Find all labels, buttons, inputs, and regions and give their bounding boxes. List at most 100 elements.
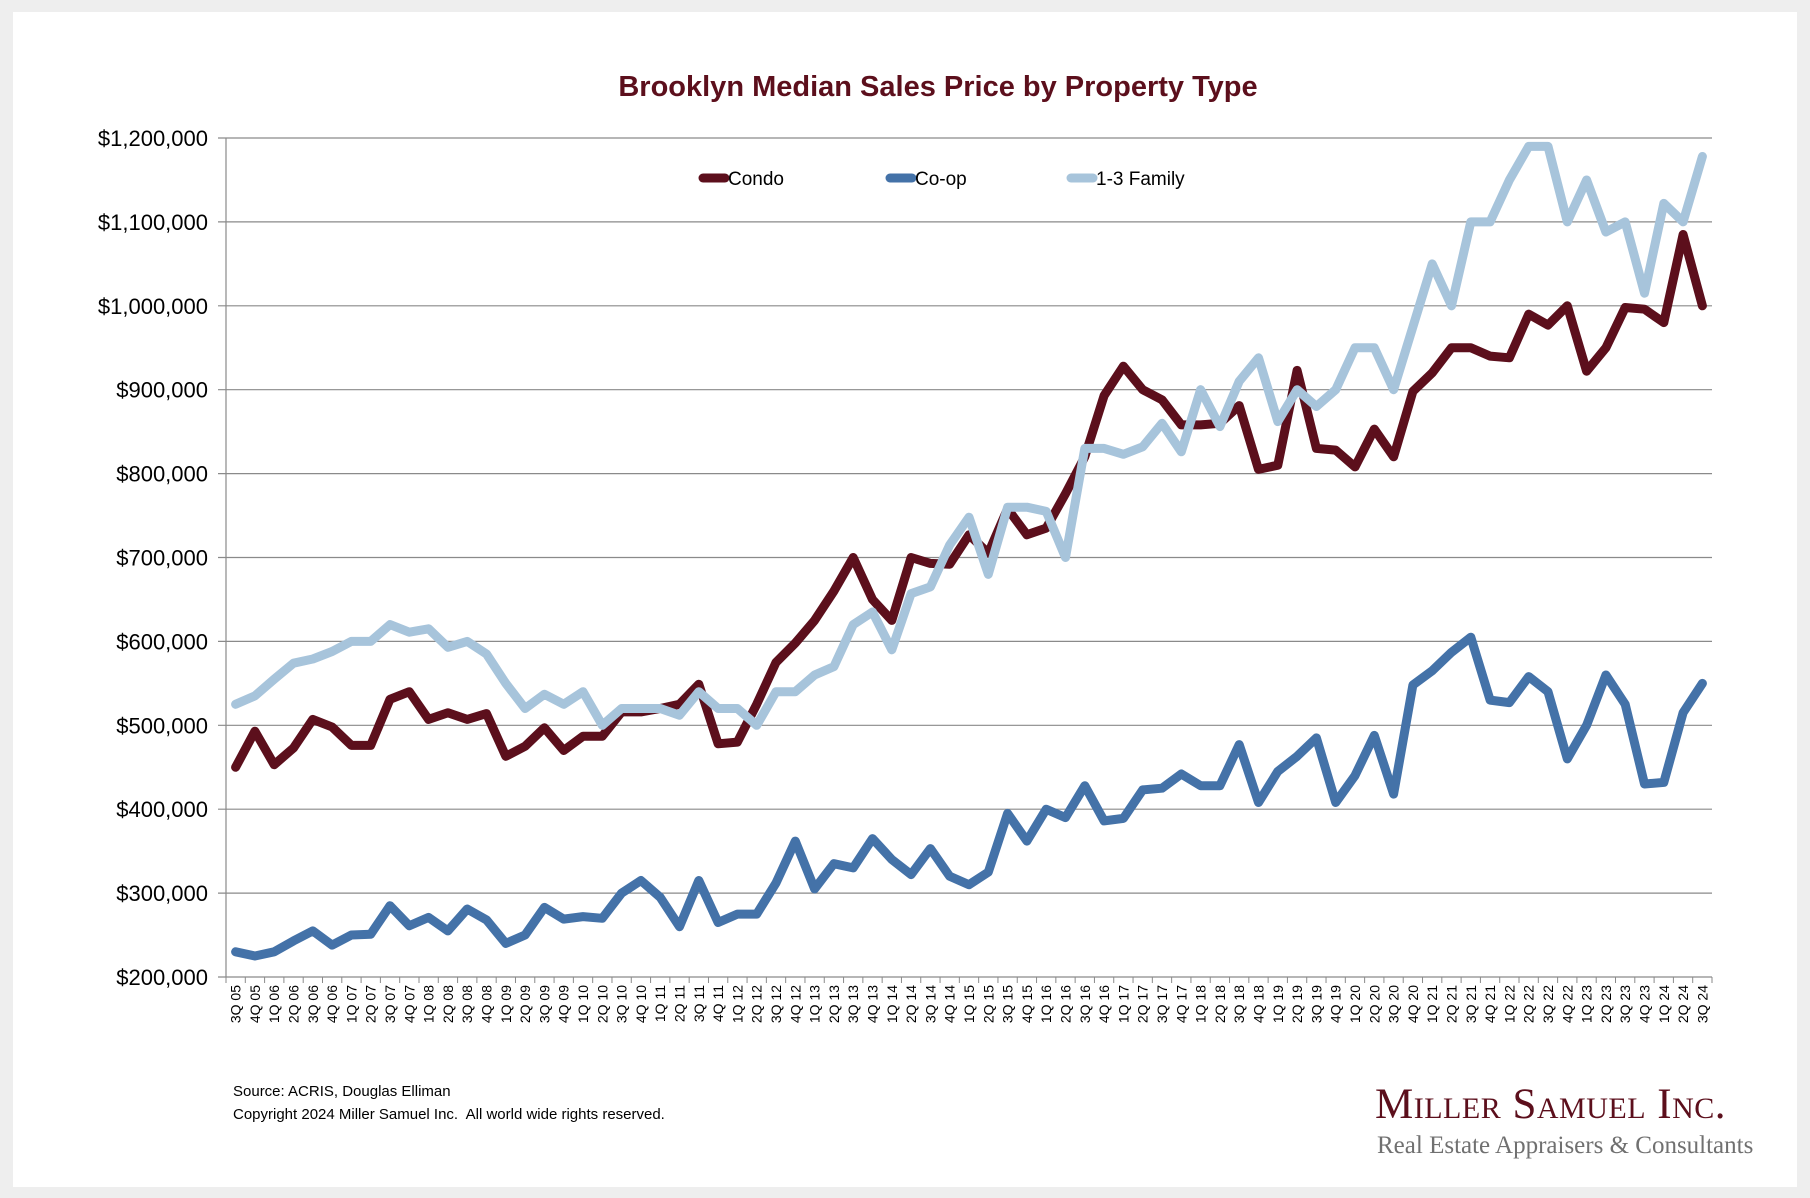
y-tick-label: $500,000 bbox=[116, 713, 208, 738]
x-tick-label: 4Q 19 bbox=[1328, 985, 1344, 1023]
y-tick-label: $1,000,000 bbox=[98, 294, 208, 319]
source-note: Source: ACRIS, Douglas Elliman bbox=[233, 1083, 451, 1100]
y-tick-label: $700,000 bbox=[116, 546, 208, 571]
x-tick-label: 4Q 21 bbox=[1482, 985, 1498, 1023]
y-tick-label: $600,000 bbox=[116, 629, 208, 654]
legend-label: Co-op bbox=[915, 169, 967, 190]
x-tick-label: 3Q 11 bbox=[691, 985, 707, 1022]
x-tick-label: 1Q 24 bbox=[1656, 985, 1672, 1023]
legend-label: 1-3 Family bbox=[1096, 169, 1185, 190]
x-tick-label: 3Q 21 bbox=[1463, 985, 1479, 1023]
x-tick-label: 1Q 22 bbox=[1501, 985, 1517, 1023]
y-tick-label: $1,200,000 bbox=[98, 126, 208, 151]
x-tick-label: 3Q 07 bbox=[382, 985, 398, 1023]
x-tick-label: 1Q 07 bbox=[343, 985, 359, 1023]
x-tick-label: 1Q 23 bbox=[1579, 985, 1595, 1023]
series-line-co-op bbox=[231, 632, 1707, 961]
x-tick-label: 1Q 11 bbox=[652, 985, 668, 1022]
x-tick-label: 4Q 10 bbox=[633, 985, 649, 1023]
chart-title: Brooklyn Median Sales Price by Property … bbox=[618, 71, 1257, 103]
x-tick-label: 3Q 24 bbox=[1694, 985, 1710, 1023]
x-tick-label: 3Q 14 bbox=[922, 985, 938, 1023]
x-tick-label: 1Q 08 bbox=[421, 985, 437, 1023]
x-tick-label: 2Q 17 bbox=[1135, 985, 1151, 1023]
x-tick-label: 2Q 21 bbox=[1443, 985, 1459, 1023]
x-tick-label: 1Q 16 bbox=[1038, 985, 1054, 1023]
x-tick-label: 1Q 09 bbox=[498, 985, 514, 1023]
y-tick-label: $400,000 bbox=[116, 797, 208, 822]
gridlines bbox=[218, 137, 1712, 978]
y-tick-label: $800,000 bbox=[116, 462, 208, 487]
x-tick-label: 1Q 21 bbox=[1424, 985, 1440, 1023]
x-tick-label: 2Q 11 bbox=[672, 985, 688, 1022]
x-tick-label: 3Q 18 bbox=[1231, 985, 1247, 1023]
series-lines bbox=[231, 141, 1707, 961]
x-tick-label: 1Q 13 bbox=[807, 985, 823, 1023]
x-tick-label: 1Q 14 bbox=[884, 985, 900, 1023]
x-tick-label: 3Q 13 bbox=[845, 985, 861, 1023]
x-tick-label: 1Q 10 bbox=[575, 985, 591, 1023]
x-tick-label: 2Q 19 bbox=[1289, 985, 1305, 1023]
x-tick-label: 2Q 15 bbox=[980, 985, 996, 1023]
y-tick-label: $200,000 bbox=[116, 965, 208, 990]
series-line-1-3-family bbox=[231, 141, 1707, 730]
x-tick-label: 2Q 12 bbox=[749, 985, 765, 1023]
x-tick-label: 4Q 09 bbox=[556, 985, 572, 1023]
x-tick-label: 4Q 15 bbox=[1019, 985, 1035, 1023]
x-tick-label: 1Q 15 bbox=[961, 985, 977, 1023]
x-tick-label: 4Q 17 bbox=[1173, 985, 1189, 1023]
y-tick-label: $900,000 bbox=[116, 378, 208, 403]
x-tick-label: 2Q 23 bbox=[1598, 985, 1614, 1023]
legend-label: Condo bbox=[728, 169, 784, 190]
x-tick-label: 2Q 14 bbox=[903, 985, 919, 1023]
x-tick-label: 1Q 12 bbox=[729, 985, 745, 1023]
chart-card: Brooklyn Median Sales Price by Property … bbox=[13, 12, 1797, 1187]
x-tick-label: 4Q 23 bbox=[1636, 985, 1652, 1023]
axes: $200,000 $300,000 $400,000 $500,000 $600,000… bbox=[98, 126, 1713, 1023]
x-tick-label: 1Q 06 bbox=[266, 985, 282, 1023]
x-tick-label: 1Q 19 bbox=[1270, 985, 1286, 1023]
x-tick-label: 1Q 18 bbox=[1193, 985, 1209, 1023]
x-tick-label: 4Q 07 bbox=[401, 985, 417, 1023]
x-tick-label: 4Q 18 bbox=[1250, 985, 1266, 1023]
x-tick-label: 4Q 20 bbox=[1405, 985, 1421, 1023]
x-tick-label: 4Q 13 bbox=[865, 985, 881, 1023]
x-tick-label: 2Q 22 bbox=[1521, 985, 1537, 1023]
y-tick-label: $300,000 bbox=[116, 881, 208, 906]
y-tick-label: $1,100,000 bbox=[98, 210, 208, 235]
x-tick-label: 2Q 24 bbox=[1675, 985, 1691, 1023]
x-tick-label: 3Q 10 bbox=[614, 985, 630, 1023]
x-tick-label: 3Q 08 bbox=[459, 985, 475, 1023]
logo-company-name: Miller Samuel Inc. bbox=[1375, 1081, 1727, 1128]
x-tick-label: 3Q 09 bbox=[536, 985, 552, 1023]
x-tick-label: 2Q 10 bbox=[594, 985, 610, 1023]
x-tick-label: 3Q 05 bbox=[228, 985, 244, 1023]
x-tick-label: 2Q 20 bbox=[1366, 985, 1382, 1023]
series-line-condo bbox=[231, 230, 1707, 772]
x-tick-label: 4Q 11 bbox=[710, 985, 726, 1022]
legend: Condo Co-op 1-3 Family bbox=[698, 169, 1185, 190]
x-tick-label: 3Q 06 bbox=[305, 985, 321, 1023]
x-tick-label: 3Q 22 bbox=[1540, 985, 1556, 1023]
x-tick-label: 3Q 16 bbox=[1077, 985, 1093, 1023]
x-tick-label: 4Q 06 bbox=[324, 985, 340, 1023]
x-tick-label: 3Q 23 bbox=[1617, 985, 1633, 1023]
x-tick-label: 3Q 12 bbox=[768, 985, 784, 1023]
x-tick-label: 1Q 20 bbox=[1347, 985, 1363, 1023]
x-tick-label: 4Q 05 bbox=[247, 985, 263, 1023]
x-tick-label: 3Q 17 bbox=[1154, 985, 1170, 1023]
x-tick-label: 4Q 22 bbox=[1559, 985, 1575, 1023]
x-tick-label: 2Q 16 bbox=[1057, 985, 1073, 1023]
x-tick-label: 2Q 07 bbox=[363, 985, 379, 1023]
x-tick-label: 2Q 09 bbox=[517, 985, 533, 1023]
logo-tagline: Real Estate Appraisers & Consultants bbox=[1377, 1132, 1754, 1159]
x-tick-label: 4Q 16 bbox=[1096, 985, 1112, 1023]
x-tick-label: 3Q 15 bbox=[1000, 985, 1016, 1023]
x-tick-label: 1Q 17 bbox=[1115, 985, 1131, 1023]
x-tick-label: 3Q 20 bbox=[1386, 985, 1402, 1023]
x-tick-label: 2Q 08 bbox=[440, 985, 456, 1023]
copyright-note: Copyright 2024 Miller Samuel Inc. All wo… bbox=[233, 1106, 665, 1123]
x-tick-label: 4Q 12 bbox=[787, 985, 803, 1023]
line-chart: Brooklyn Median Sales Price by Property … bbox=[98, 71, 1713, 1023]
x-tick-label: 4Q 08 bbox=[479, 985, 495, 1023]
